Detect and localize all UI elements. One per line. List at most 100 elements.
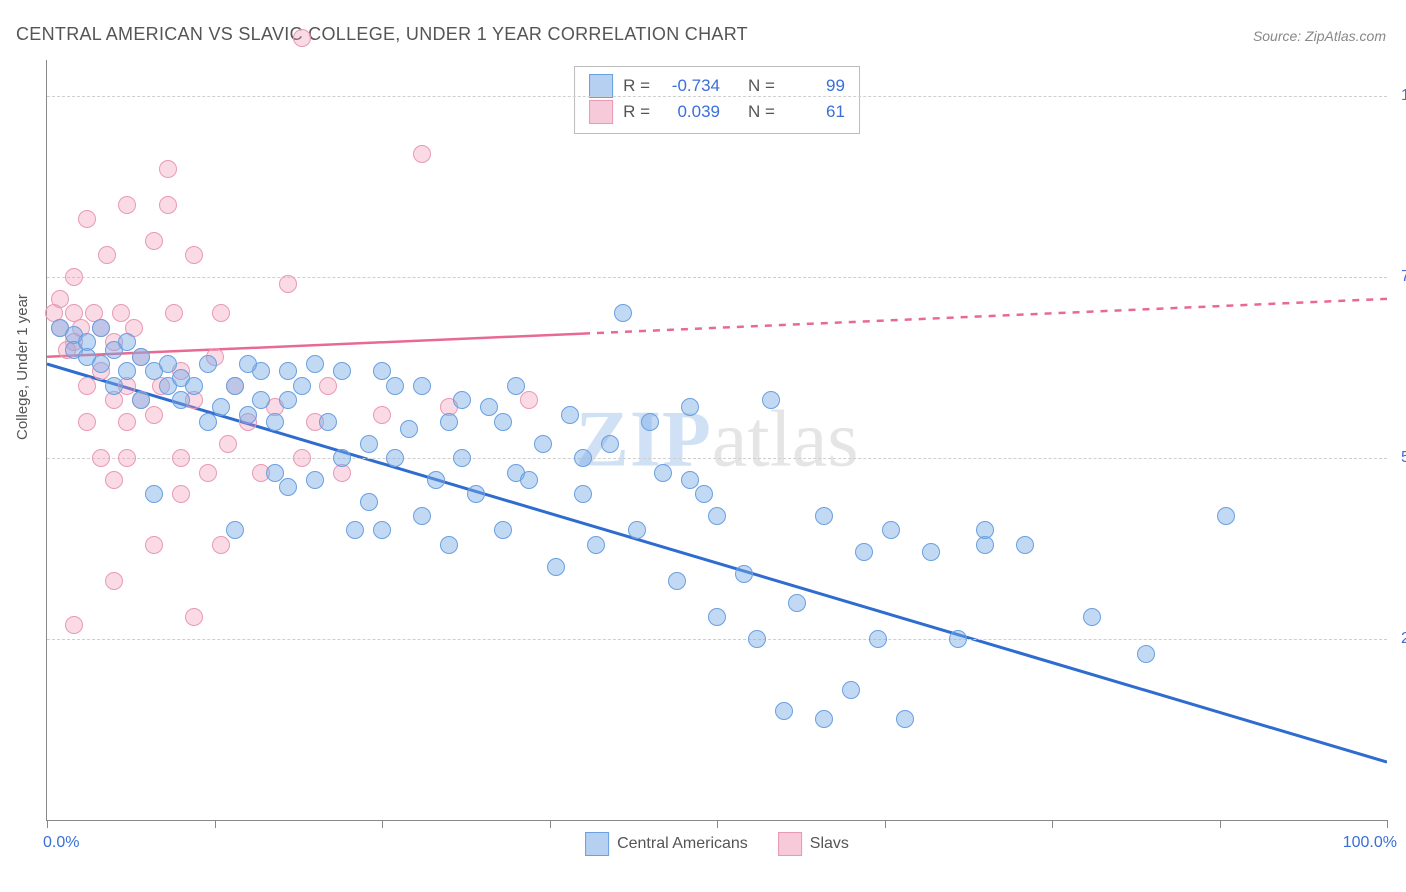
gridline: [47, 277, 1387, 278]
data-point: [614, 304, 632, 322]
legend-label-slavs: Slavs: [810, 835, 849, 853]
data-point: [65, 268, 83, 286]
data-point: [373, 406, 391, 424]
data-point: [413, 377, 431, 395]
data-point: [882, 521, 900, 539]
data-point: [118, 196, 136, 214]
data-point: [735, 565, 753, 583]
data-point: [360, 435, 378, 453]
data-point: [494, 413, 512, 431]
data-point: [293, 29, 311, 47]
data-point: [748, 630, 766, 648]
data-point: [547, 558, 565, 576]
data-point: [842, 681, 860, 699]
trend-lines-layer: [47, 60, 1387, 820]
data-point: [333, 449, 351, 467]
data-point: [574, 449, 592, 467]
data-point: [681, 398, 699, 416]
data-point: [815, 507, 833, 525]
data-point: [132, 348, 150, 366]
legend-item-slavs: Slavs: [778, 832, 849, 856]
data-point: [118, 333, 136, 351]
data-point: [105, 572, 123, 590]
data-point: [654, 464, 672, 482]
data-point: [1016, 536, 1034, 554]
x-axis-max-label: 100.0%: [1343, 834, 1397, 852]
data-point: [118, 362, 136, 380]
legend-label-central: Central Americans: [617, 835, 748, 853]
source-attribution: Source: ZipAtlas.com: [1253, 28, 1386, 44]
data-point: [226, 377, 244, 395]
data-point: [172, 485, 190, 503]
legend-swatch-blue-icon: [585, 832, 609, 856]
stat-n-label: N =: [748, 73, 775, 99]
x-tick-mark: [1220, 820, 1221, 828]
data-point: [159, 355, 177, 373]
data-point: [480, 398, 498, 416]
y-tick-label: 75.0%: [1401, 268, 1406, 286]
x-tick-mark: [47, 820, 48, 828]
data-point: [78, 210, 96, 228]
data-point: [219, 435, 237, 453]
data-point: [815, 710, 833, 728]
data-point: [319, 413, 337, 431]
data-point: [333, 362, 351, 380]
y-tick-label: 50.0%: [1401, 449, 1406, 467]
watermark-right: atlas: [712, 396, 859, 484]
data-point: [65, 616, 83, 634]
data-point: [145, 536, 163, 554]
data-point: [869, 630, 887, 648]
data-point: [949, 630, 967, 648]
x-axis-min-label: 0.0%: [43, 834, 79, 852]
data-point: [976, 521, 994, 539]
stat-n-slavs: 61: [785, 99, 845, 125]
data-point: [373, 521, 391, 539]
data-point: [319, 377, 337, 395]
data-point: [118, 413, 136, 431]
data-point: [775, 702, 793, 720]
data-point: [239, 355, 257, 373]
y-tick-label: 25.0%: [1401, 630, 1406, 648]
data-point: [413, 145, 431, 163]
gridline: [47, 96, 1387, 97]
data-point: [922, 543, 940, 561]
data-point: [105, 377, 123, 395]
legend-item-central: Central Americans: [585, 832, 748, 856]
data-point: [105, 471, 123, 489]
data-point: [145, 232, 163, 250]
swatch-pink-icon: [589, 100, 613, 124]
x-tick-mark: [1387, 820, 1388, 828]
data-point: [279, 478, 297, 496]
trend-line: [583, 299, 1387, 334]
data-point: [386, 449, 404, 467]
stats-legend-box: R = -0.734 N = 99 R = 0.039 N = 61: [574, 66, 860, 134]
data-point: [212, 398, 230, 416]
data-point: [681, 471, 699, 489]
data-point: [132, 391, 150, 409]
stats-row-slavs: R = 0.039 N = 61: [589, 99, 845, 125]
data-point: [266, 413, 284, 431]
data-point: [534, 435, 552, 453]
data-point: [896, 710, 914, 728]
data-point: [118, 449, 136, 467]
data-point: [172, 449, 190, 467]
data-point: [1083, 608, 1101, 626]
data-point: [561, 406, 579, 424]
data-point: [266, 464, 284, 482]
bottom-legend: Central Americans Slavs: [585, 832, 849, 856]
data-point: [373, 362, 391, 380]
data-point: [453, 391, 471, 409]
data-point: [252, 391, 270, 409]
data-point: [440, 413, 458, 431]
data-point: [199, 355, 217, 373]
data-point: [788, 594, 806, 612]
x-tick-mark: [885, 820, 886, 828]
stat-n-central: 99: [785, 73, 845, 99]
data-point: [520, 391, 538, 409]
data-point: [279, 362, 297, 380]
data-point: [386, 377, 404, 395]
data-point: [427, 471, 445, 489]
data-point: [51, 290, 69, 308]
data-point: [855, 543, 873, 561]
stats-row-central: R = -0.734 N = 99: [589, 73, 845, 99]
